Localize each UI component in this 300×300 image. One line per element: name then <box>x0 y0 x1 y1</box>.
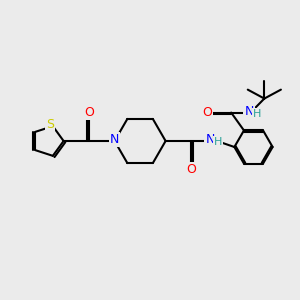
Text: O: O <box>186 164 196 176</box>
Text: N: N <box>205 133 215 146</box>
Text: O: O <box>84 106 94 118</box>
Text: H: H <box>214 136 222 147</box>
Text: N: N <box>110 133 119 146</box>
Text: O: O <box>202 106 212 119</box>
Text: S: S <box>46 118 54 131</box>
Text: N: N <box>244 105 254 118</box>
Text: N: N <box>110 133 119 146</box>
Text: H: H <box>253 109 262 119</box>
